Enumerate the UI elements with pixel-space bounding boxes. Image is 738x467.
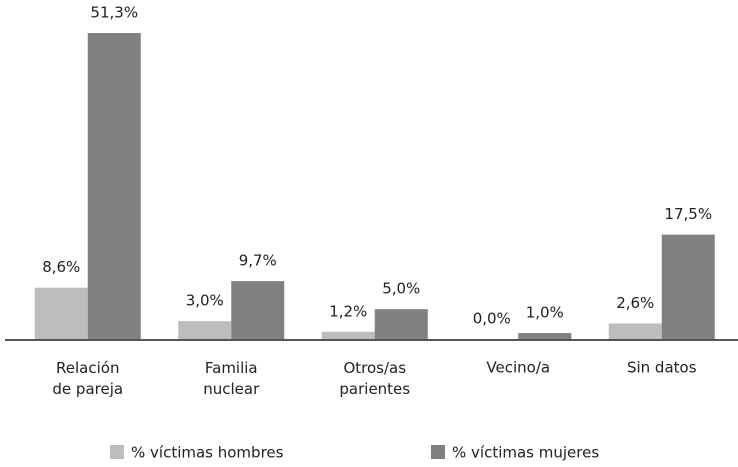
x-tick-label: Sin datos xyxy=(627,359,697,377)
x-tick-label: Familia nuclear xyxy=(203,359,260,398)
data-label: 1,2% xyxy=(329,302,367,320)
bar xyxy=(178,321,232,339)
data-label: 8,6% xyxy=(42,258,80,276)
data-label: 9,7% xyxy=(239,252,277,270)
x-tick-label: Relación de pareja xyxy=(52,359,123,398)
legend-label: % víctimas mujeres xyxy=(452,444,599,462)
legend-swatch xyxy=(110,445,124,459)
x-tick-label: Otros/as parientes xyxy=(339,359,410,398)
data-label: 1,0% xyxy=(526,304,564,322)
data-label: 2,6% xyxy=(616,294,654,312)
data-label: 3,0% xyxy=(186,292,224,310)
data-label: 5,0% xyxy=(382,280,420,298)
legend-swatch xyxy=(431,445,445,459)
legend-label: % víctimas hombres xyxy=(131,444,284,462)
bar xyxy=(231,281,285,339)
bar xyxy=(661,234,715,339)
bar xyxy=(87,33,141,339)
bar xyxy=(34,287,88,339)
bar xyxy=(608,323,662,339)
bar xyxy=(321,331,375,339)
data-label: 0,0% xyxy=(473,310,511,328)
x-tick-label: Vecino/a xyxy=(486,359,550,377)
bar xyxy=(518,333,572,339)
data-label: 51,3% xyxy=(90,4,138,22)
bar xyxy=(374,309,428,339)
data-label: 17,5% xyxy=(664,205,712,223)
